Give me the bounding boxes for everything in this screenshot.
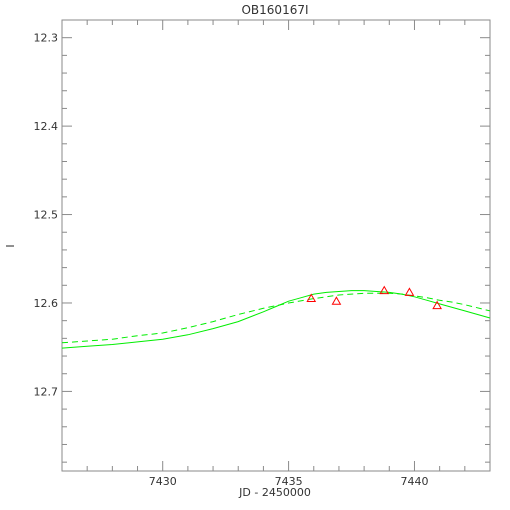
model-curve-dashed [61,292,491,344]
x-axis-ticks: 7430 7435 7440 [61,20,491,488]
model-curve-solid [61,290,491,349]
y-tick-label: 12.6 [34,297,59,310]
data-point-marker [306,293,317,303]
chart-title: OB160167I [241,3,308,17]
y-tick-label: 12.3 [34,32,59,45]
series-layer [61,285,491,349]
y-tick-label: 12.5 [34,209,59,222]
data-point-marker [379,285,390,295]
x-tick-label: 7430 [149,475,177,488]
x-tick-label: 7435 [275,475,303,488]
x-tick-label: 7440 [400,475,428,488]
y-tick-label: 12.4 [34,120,59,133]
y-axis-ticks: 12.3 12.4 12.5 12.6 12.7 [34,19,490,463]
x-axis-title: JD - 2450000 [238,486,311,499]
data-point-marker [404,287,415,296]
data-point-marker [331,296,342,305]
y-axis-title: I [4,244,17,247]
y-tick-label: 12.7 [34,385,59,398]
data-point-marker [432,300,442,310]
plot-frame [61,19,491,472]
